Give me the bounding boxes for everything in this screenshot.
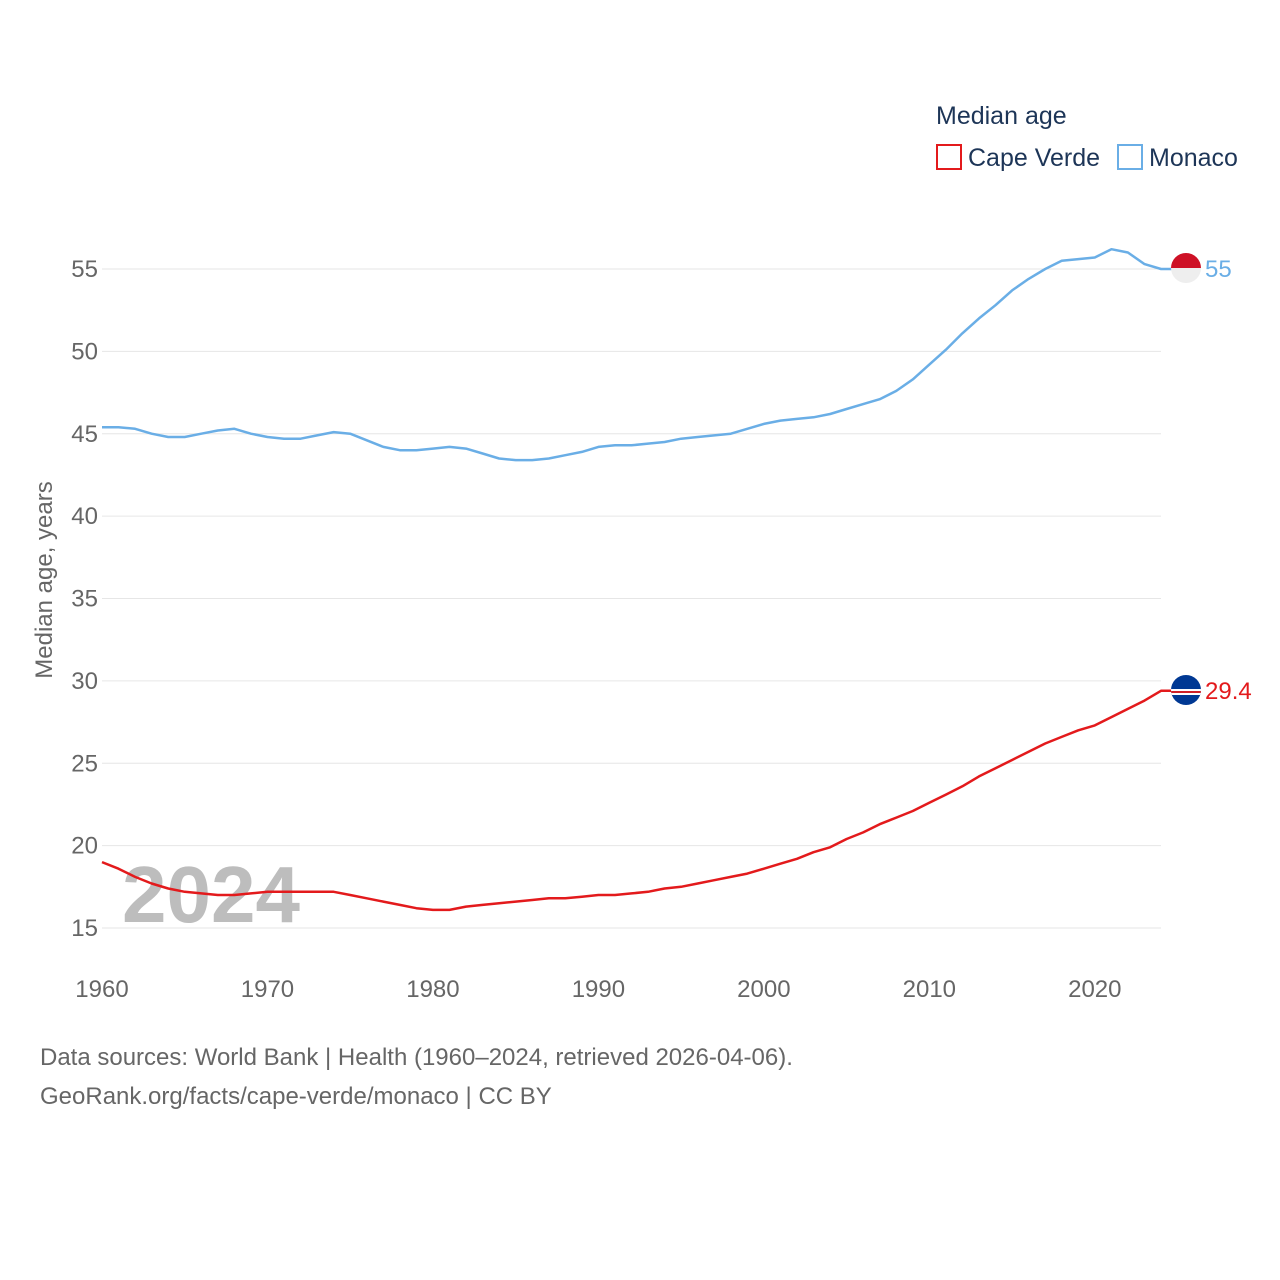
end-value-label-monaco: 55 xyxy=(1205,256,1232,283)
y-tick-label: 45 xyxy=(71,421,98,448)
y-tick-label: 20 xyxy=(71,833,98,860)
y-tick-label: 35 xyxy=(71,586,98,613)
y-tick-label: 15 xyxy=(71,915,98,942)
legend-title: Median age xyxy=(936,102,1067,130)
cape-verde-flag-icon xyxy=(1171,675,1201,705)
y-tick-label: 25 xyxy=(71,750,98,777)
legend-item-cape-verde[interactable]: Cape Verde xyxy=(936,144,1100,172)
series-line-monaco[interactable] xyxy=(102,247,1173,462)
legend: Median age Cape Verde Monaco xyxy=(936,102,1238,172)
x-tick-label: 1990 xyxy=(572,976,625,1003)
y-tick-label: 55 xyxy=(71,256,98,283)
x-tick-label: 2010 xyxy=(903,976,956,1003)
series-end-labels: 29.4 55 xyxy=(1205,256,1252,705)
grid-lines xyxy=(102,268,1161,929)
x-tick-label: 2000 xyxy=(737,976,790,1003)
data-sources-note: Data sources: World Bank | Health (1960–… xyxy=(40,1044,793,1071)
legend-swatch-cape-verde xyxy=(936,144,962,170)
y-tick-label: 50 xyxy=(71,338,98,365)
x-tick-label: 1980 xyxy=(406,976,459,1003)
x-tick-label: 1970 xyxy=(241,976,294,1003)
monaco-flag-icon xyxy=(1171,253,1201,283)
legend-label-cape-verde: Cape Verde xyxy=(968,144,1100,172)
y-axis-label: Median age, years xyxy=(31,481,58,678)
legend-swatch-monaco xyxy=(1117,144,1143,170)
series-line-cape-verde[interactable] xyxy=(101,689,1173,912)
legend-label-monaco: Monaco xyxy=(1149,144,1238,172)
median-age-line-chart: 15 20 25 30 35 40 45 50 55 1960 1970 1980 1990 2000 2… xyxy=(31,102,1252,1003)
x-tick-label: 2020 xyxy=(1068,976,1121,1003)
legend-item-monaco[interactable]: Monaco xyxy=(1117,144,1238,172)
x-tick-label: 1960 xyxy=(75,976,128,1003)
x-axis-ticks: 1960 1970 1980 1990 2000 2010 2020 xyxy=(75,976,1121,1003)
series-lines xyxy=(101,247,1173,912)
y-tick-label: 30 xyxy=(71,668,98,695)
y-tick-label: 40 xyxy=(71,503,98,530)
y-axis-ticks: 15 20 25 30 35 40 45 50 55 xyxy=(71,256,98,942)
attribution-link[interactable]: GeoRank.org/facts/cape-verde/monaco | CC… xyxy=(40,1083,552,1110)
end-value-label-cape-verde: 29.4 xyxy=(1205,678,1252,705)
